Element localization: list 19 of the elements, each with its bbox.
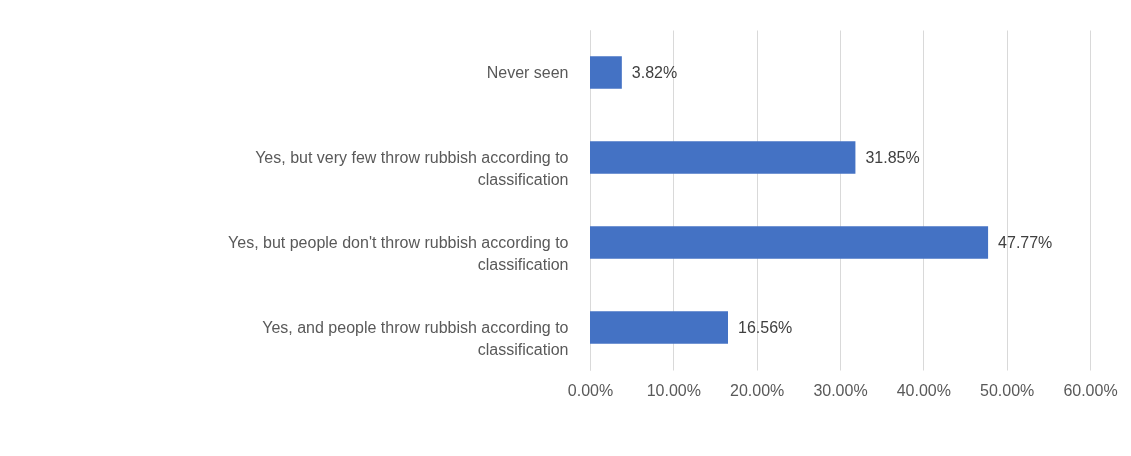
x-tick-label: 50.00% [980,381,1035,399]
bar [590,311,728,344]
x-tick-label: 60.00% [1063,381,1118,399]
y-tick-label: Yes, and people throw rubbish according to classification [262,318,569,358]
bar [590,56,622,89]
y-tick-label: Never seen [486,63,569,81]
data-label: 31.85% [865,148,920,166]
x-tick-label: 10.00% [646,381,701,399]
bar [590,226,989,259]
y-tick-label: Yes, but very few throw rubbish according to classification [255,148,569,188]
x-tick-label: 20.00% [730,381,785,399]
data-label: 47.77% [998,233,1053,251]
y-tick-label: Yes, but people don't throw rubbish according to classification [228,233,569,273]
bar [590,141,856,174]
data-label: 3.82% [631,63,678,81]
data-label: 16.56% [738,318,793,336]
x-tick-label: 0.00% [567,381,614,399]
x-tick-label: 40.00% [896,381,951,399]
x-tick-label: 30.00% [813,381,868,399]
